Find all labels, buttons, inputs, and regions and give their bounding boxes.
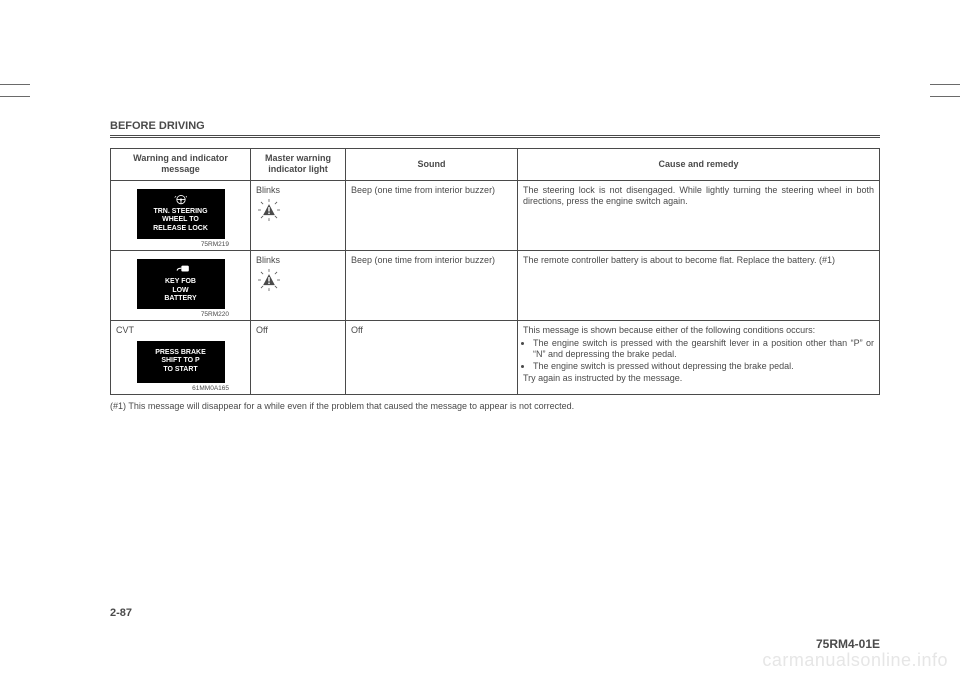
warning-table: Warning and indicator message Master war… (110, 148, 880, 395)
message-cell: CVT PRESS BRAKE SHIFT TO P TO START 61MM… (111, 321, 251, 395)
message-line: WHEEL TO (141, 216, 221, 225)
image-code: 75RM219 (114, 241, 247, 249)
master-warning-cell: Blinks (251, 180, 346, 250)
divider-thick (110, 135, 880, 136)
cause-bullet: The engine switch is pressed with the ge… (533, 338, 874, 361)
divider-thin (110, 137, 880, 138)
message-line: LOW (141, 287, 221, 296)
image-code: 61MM0A165 (114, 385, 247, 393)
cause-cell: The remote controller battery is about t… (518, 250, 880, 320)
sound-cell: Off (346, 321, 518, 395)
master-warning-label: Off (256, 325, 340, 336)
master-warning-label: Blinks (256, 185, 340, 196)
message-cell: KEY FOB LOW BATTERY 75RM220 (111, 250, 251, 320)
cause-cell: The steering lock is not disengaged. Whi… (518, 180, 880, 250)
master-warning-cell: Blinks (251, 250, 346, 320)
message-line: TO START (141, 366, 221, 375)
image-code: 75RM220 (114, 311, 247, 319)
message-line: BATTERY (141, 295, 221, 304)
cause-bullets: The engine switch is pressed with the ge… (523, 338, 874, 373)
document-code: 75RM4-01E (816, 637, 880, 651)
table-row: CVT PRESS BRAKE SHIFT TO P TO START 61MM… (111, 321, 880, 395)
footnote: (#1) This message will disappear for a w… (110, 401, 880, 411)
message-line: SHIFT TO P (141, 357, 221, 366)
cause-text: This message is shown because either of … (523, 325, 815, 335)
col-header-cause: Cause and remedy (518, 149, 880, 181)
message-line: RELEASE LOCK (141, 225, 221, 234)
message-box: PRESS BRAKE SHIFT TO P TO START (137, 341, 225, 383)
cause-text-after: Try again as instructed by the message. (523, 373, 682, 383)
message-line: PRESS BRAKE (141, 349, 221, 358)
col-header-message: Warning and indicator message (111, 149, 251, 181)
page-number: 2-87 (110, 607, 132, 619)
keyfob-icon (174, 264, 188, 276)
message-box: TRN. STEERING WHEEL TO RELEASE LOCK (137, 189, 225, 239)
col-header-sound: Sound (346, 149, 518, 181)
steering-icon (174, 194, 188, 206)
section-title: BEFORE DRIVING (110, 120, 880, 132)
row-left-label: CVT (114, 325, 247, 336)
col-header-master: Master warning indicator light (251, 149, 346, 181)
table-row: KEY FOB LOW BATTERY 75RM220 Blinks (111, 250, 880, 320)
sound-cell: Beep (one time from interior buzzer) (346, 180, 518, 250)
message-box: KEY FOB LOW BATTERY (137, 259, 225, 309)
message-line: TRN. STEERING (141, 208, 221, 217)
warning-triangle-icon (258, 269, 280, 291)
sound-cell: Beep (one time from interior buzzer) (346, 250, 518, 320)
table-row: TRN. STEERING WHEEL TO RELEASE LOCK 75RM… (111, 180, 880, 250)
master-warning-cell: Off (251, 321, 346, 395)
cause-bullet: The engine switch is pressed without dep… (533, 361, 874, 372)
page-content: BEFORE DRIVING Warning and indicator mes… (0, 0, 960, 411)
message-cell: TRN. STEERING WHEEL TO RELEASE LOCK 75RM… (111, 180, 251, 250)
watermark: carmanualsonline.info (762, 650, 948, 671)
master-warning-label: Blinks (256, 255, 340, 266)
warning-triangle-icon (258, 199, 280, 221)
message-line: KEY FOB (141, 278, 221, 287)
table-header-row: Warning and indicator message Master war… (111, 149, 880, 181)
cause-cell: This message is shown because either of … (518, 321, 880, 395)
